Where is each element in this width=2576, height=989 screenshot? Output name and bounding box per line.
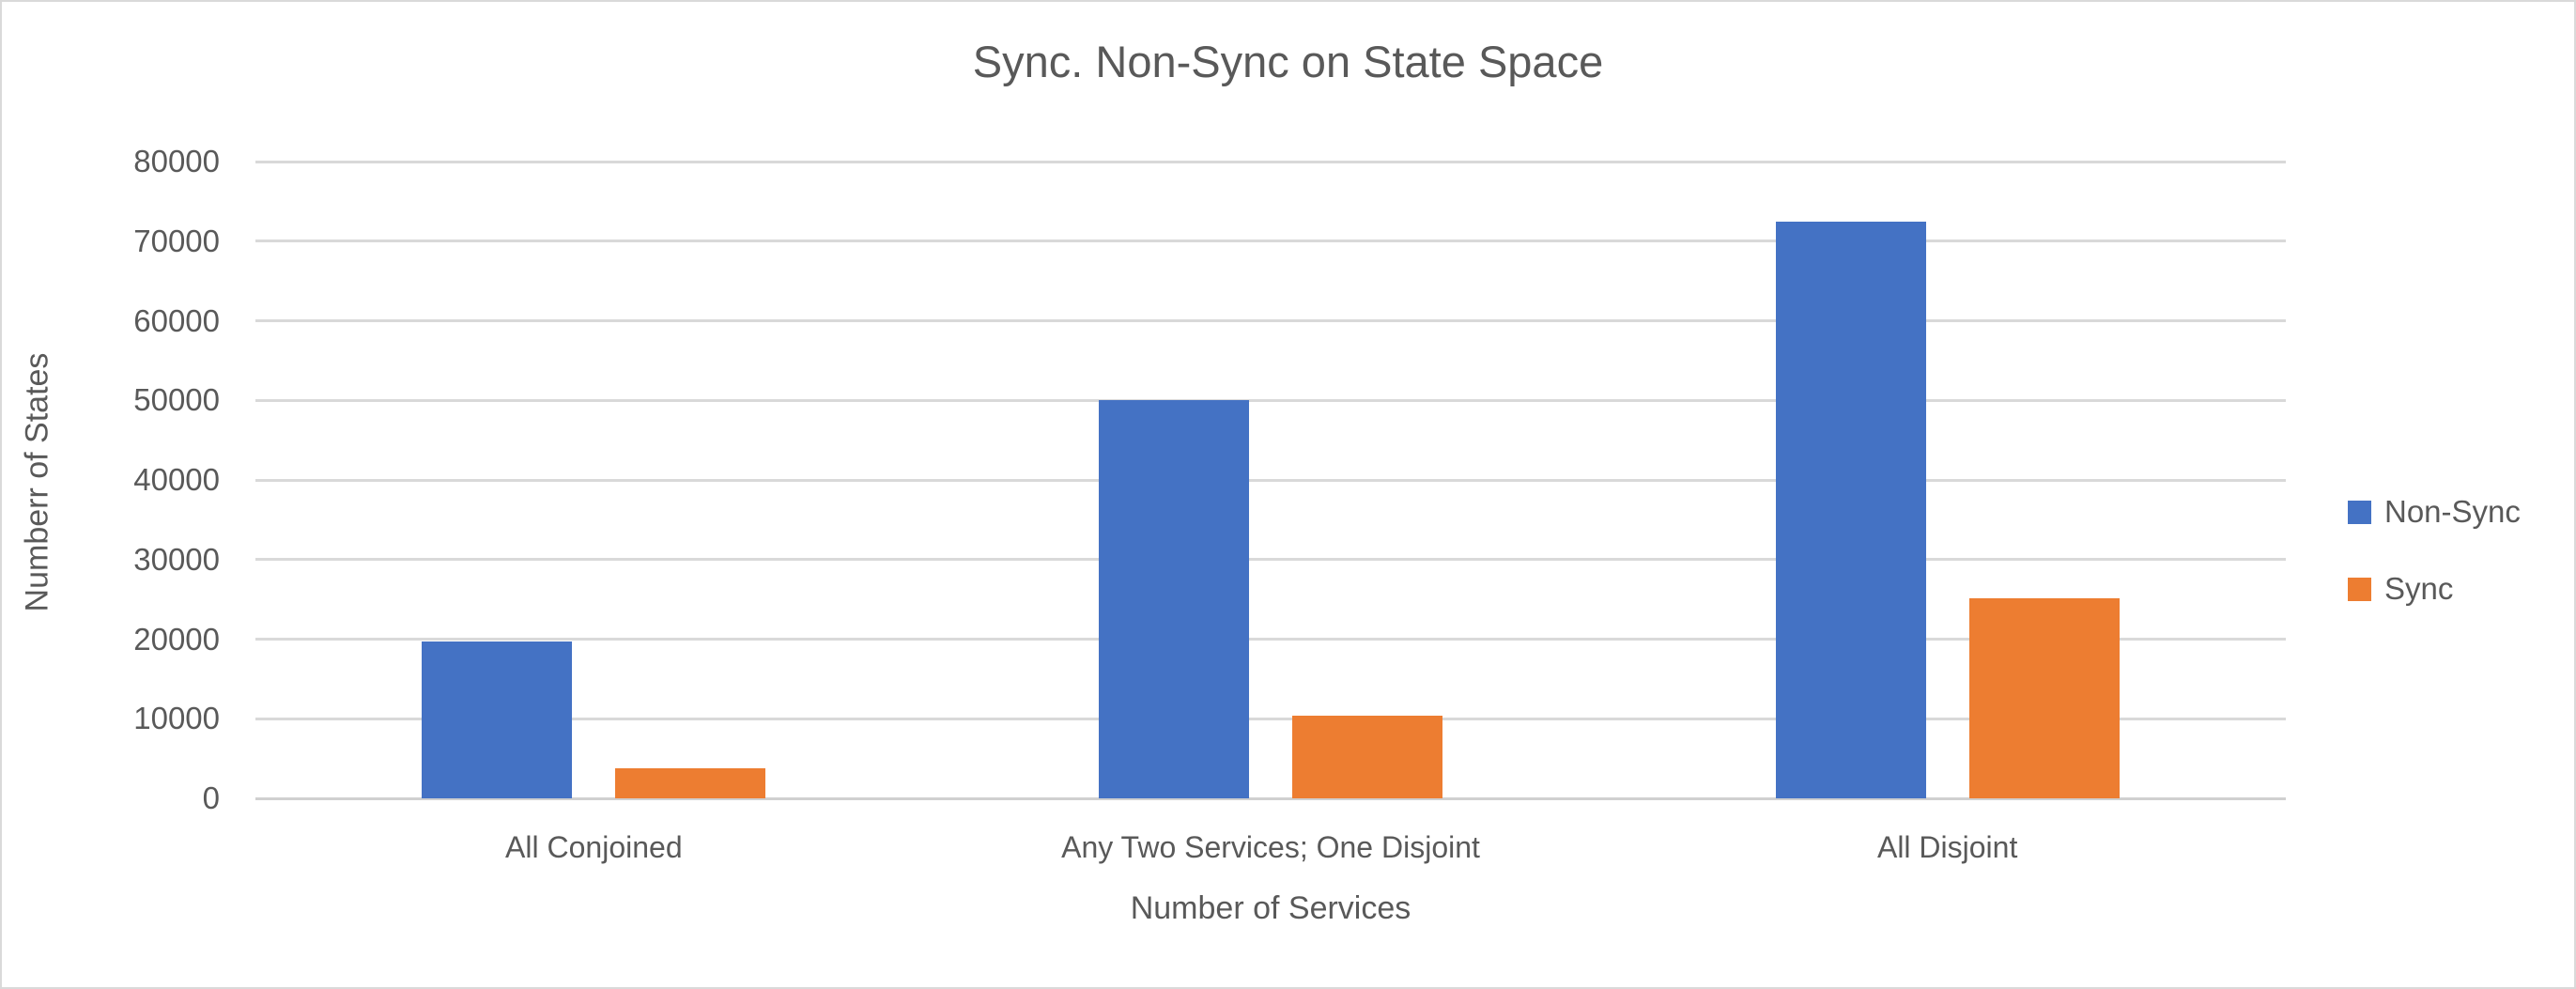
y-tick-label: 20000 xyxy=(133,621,220,657)
bar-sync xyxy=(1292,715,1442,798)
gridline xyxy=(255,398,2286,402)
gridline xyxy=(255,717,2286,720)
y-tick-label: 80000 xyxy=(133,144,220,178)
x-axis-title: Number of Services xyxy=(1130,890,1411,926)
y-axis-title: Numberr of States xyxy=(19,352,55,612)
gridline xyxy=(255,796,2286,800)
gridline xyxy=(255,638,2286,641)
y-tick-label: 40000 xyxy=(133,462,220,497)
bar-sync xyxy=(1968,598,2120,798)
legend-item: Non-Sync xyxy=(2348,494,2521,530)
y-tick-label: 30000 xyxy=(133,541,220,577)
bar-non-sync xyxy=(1775,221,1926,798)
legend-swatch-icon xyxy=(2348,577,2371,601)
gridline xyxy=(255,319,2286,322)
legend-swatch-icon xyxy=(2348,500,2371,524)
bar-non-sync xyxy=(1099,400,1249,798)
gridline xyxy=(255,558,2286,562)
plot-area xyxy=(255,160,2286,800)
legend-label: Non-Sync xyxy=(2384,494,2521,529)
legend: Non-Sync Sync xyxy=(2348,494,2521,607)
chart-title: Sync. Non-Sync on State Space xyxy=(972,37,1604,86)
y-tick-label: 70000 xyxy=(133,223,220,258)
category-label: Any Two Services; One Disjoint xyxy=(1061,830,1480,864)
y-tick-label: 10000 xyxy=(133,701,220,736)
y-tick-label: 50000 xyxy=(133,382,220,418)
legend-item: Sync xyxy=(2348,571,2521,607)
bar-sync xyxy=(615,767,766,798)
y-tick-label: 60000 xyxy=(133,302,220,338)
legend-label: Sync xyxy=(2384,571,2454,606)
gridline xyxy=(255,478,2286,482)
category-label: All Conjoined xyxy=(505,830,683,864)
category-label: All Disjoint xyxy=(1876,830,2018,864)
gridline xyxy=(255,240,2286,243)
bar-non-sync xyxy=(422,641,573,798)
gridline xyxy=(255,160,2286,163)
y-tick-label: 0 xyxy=(202,780,220,815)
